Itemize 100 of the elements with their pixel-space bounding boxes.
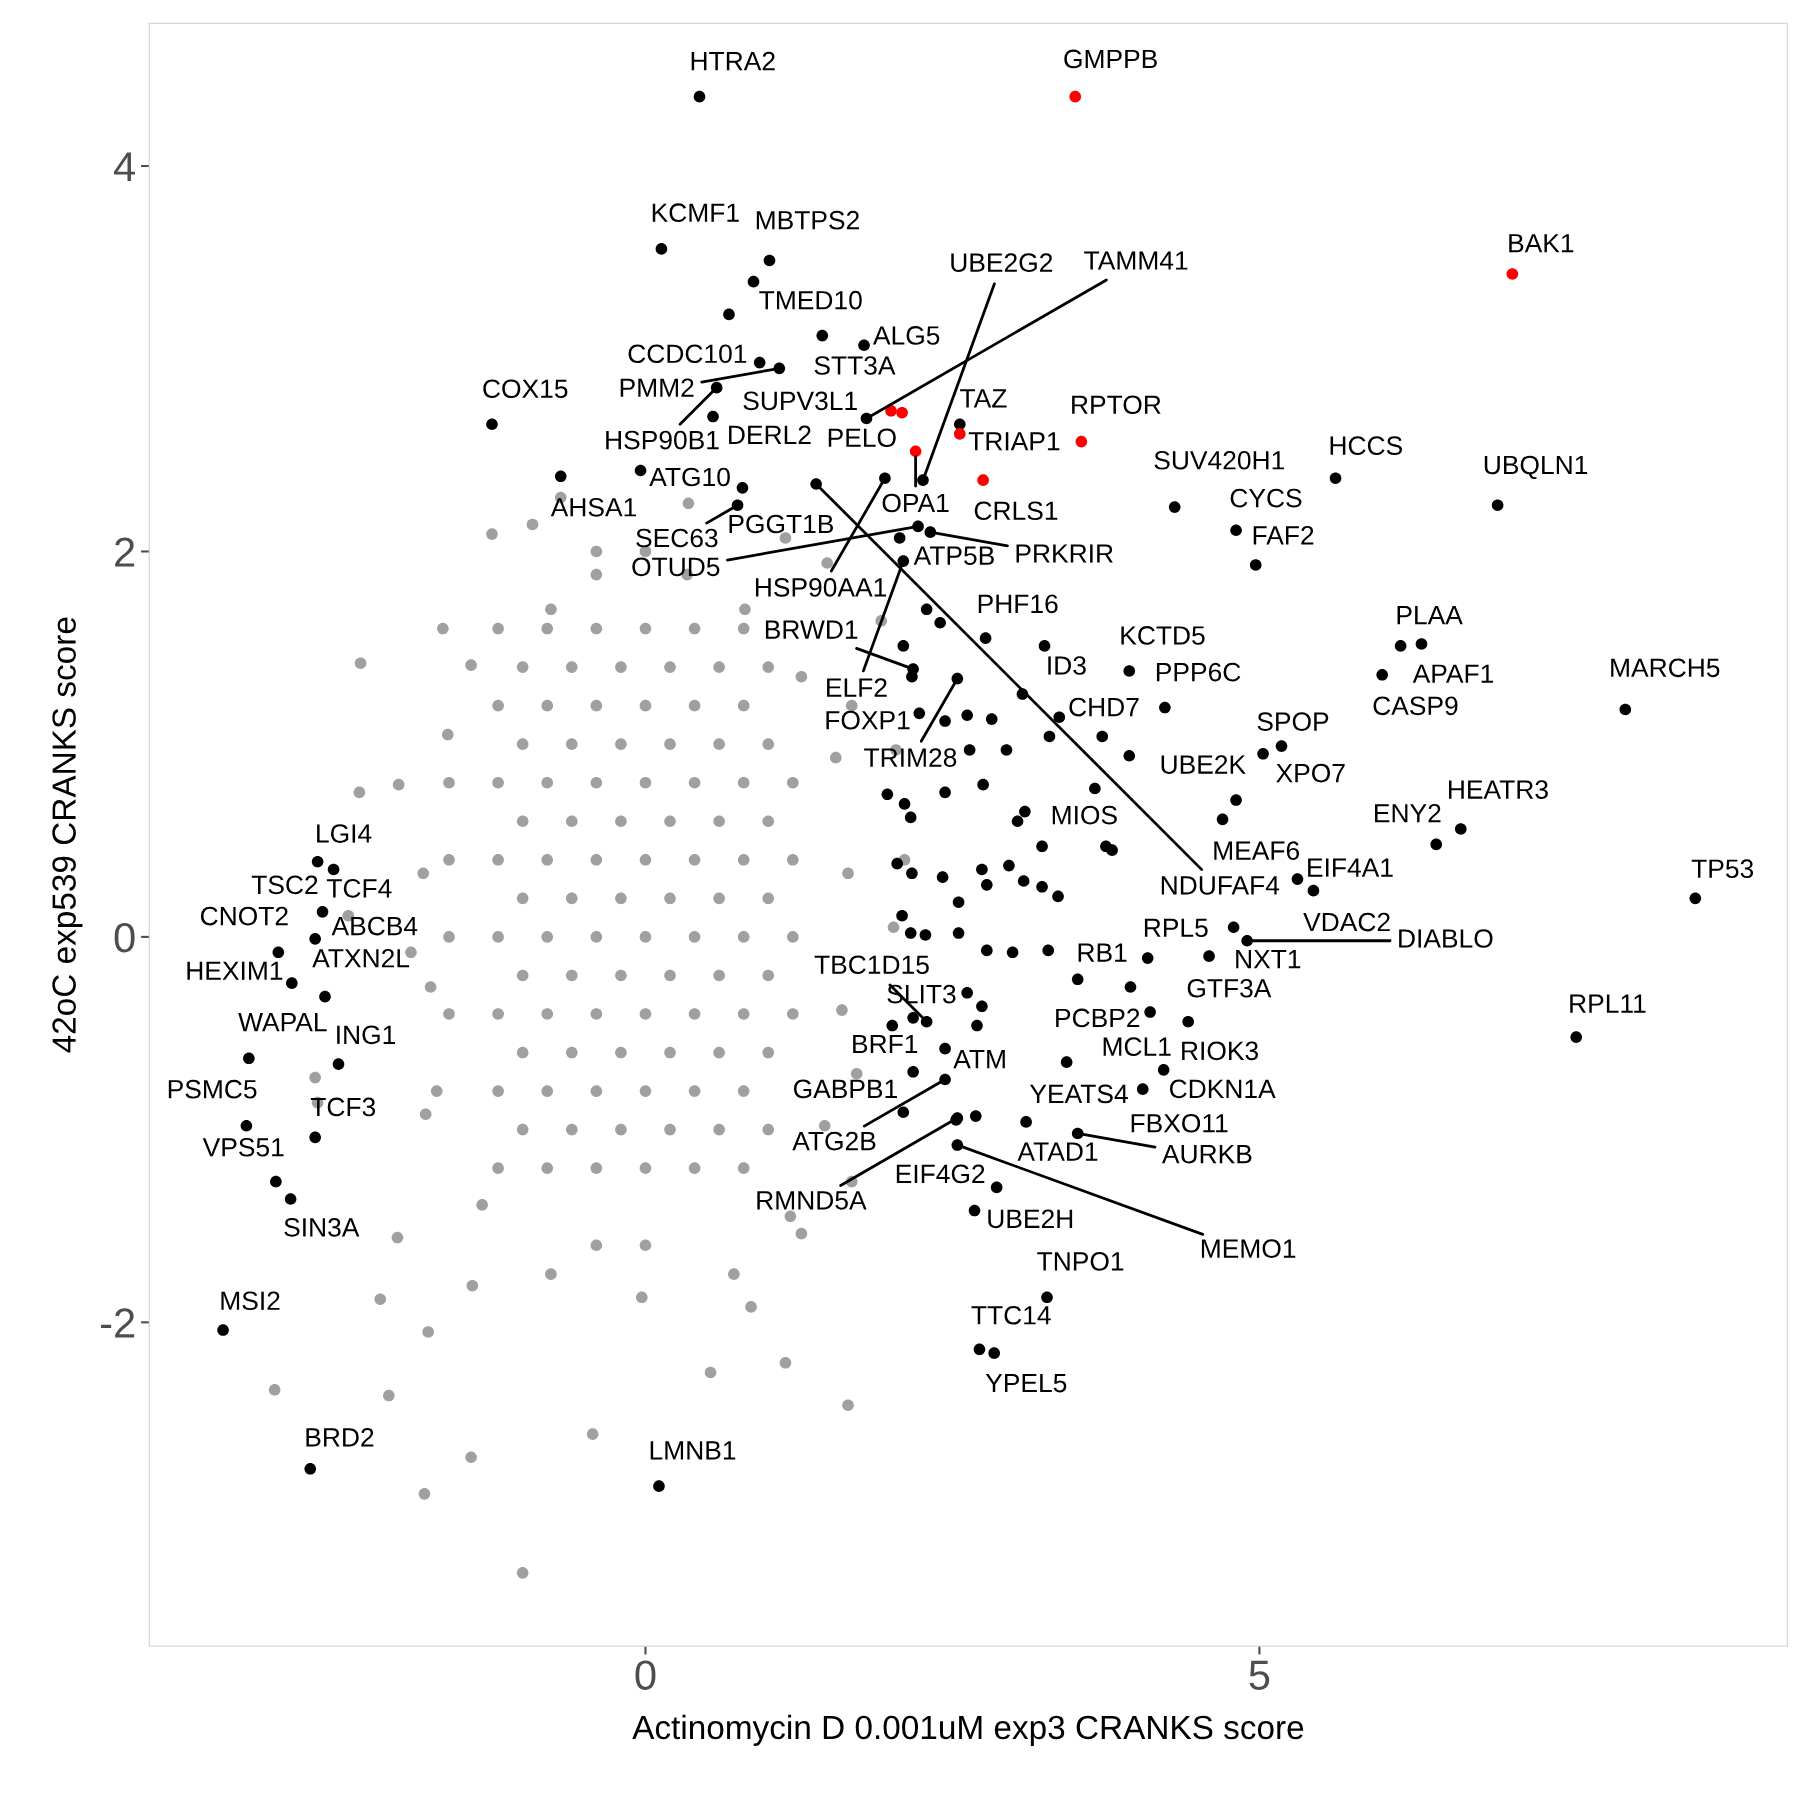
annotation: OPA1 [882, 493, 949, 513]
annotation: TNPO1 [1037, 1252, 1124, 1271]
y-tick-label: 4 [113, 152, 135, 182]
annotation: PGGT1B [729, 514, 834, 534]
annotation: MEMO1 [1201, 1239, 1296, 1258]
annotation: TTC14 [971, 1305, 1051, 1325]
annotation: RPL11 [1570, 994, 1646, 1013]
annotation: TP53 [1691, 859, 1754, 879]
annotation: BAK1 [1509, 234, 1574, 253]
annotation: ALG5 [873, 326, 940, 345]
point [953, 428, 966, 440]
annotation: HCCS [1330, 436, 1402, 456]
annotation: RIOK3 [1182, 1041, 1258, 1061]
annotation: CNOT2 [200, 906, 288, 926]
annotation: BRWD1 [765, 620, 858, 639]
annotation: APAF1 [1412, 664, 1494, 683]
annotation: TAMM41 [1084, 251, 1188, 270]
annotation: PHF16 [978, 594, 1058, 614]
annotation: RPL5 [1144, 918, 1208, 938]
annotation: ING1 [337, 1025, 396, 1045]
annotation: VPS51 [202, 1137, 284, 1157]
annotation: PPP6C [1156, 662, 1241, 682]
annotation: ATP5B [913, 546, 994, 565]
annotation: KCMF1 [652, 203, 739, 223]
annotation: MSI2 [221, 1291, 280, 1311]
annotation: CCDC101 [628, 344, 747, 364]
point [896, 406, 908, 419]
annotation: TBC1D15 [814, 955, 929, 975]
annotation: PSMC5 [168, 1079, 257, 1099]
annotation: AHSA1 [550, 497, 636, 517]
annotation: UBQLN1 [1484, 455, 1588, 480]
point [1506, 268, 1519, 280]
annotation: LMNB1 [650, 1441, 736, 1460]
annotation: UBE2G2 [951, 253, 1053, 272]
annotation: EIF4A1 [1308, 858, 1393, 877]
annotation: ID3 [1048, 656, 1086, 675]
annotation: CYCS [1230, 488, 1302, 508]
annotation: TCF4 [326, 879, 392, 898]
annotation: MCL1 [1103, 1037, 1171, 1057]
annotation: CDKN1A [1169, 1079, 1276, 1099]
annotation: UBE2K [1161, 755, 1246, 774]
annotation: VDAC2 [1303, 912, 1390, 932]
annotation: FOXP1 [826, 710, 910, 730]
annotation: TRIAP1 [968, 432, 1060, 451]
annotation: NDUFAF4 [1161, 876, 1280, 895]
y-tick-label: -2 [101, 1308, 135, 1338]
annotation: TMED10 [759, 290, 862, 310]
annotation: ATG10 [649, 467, 730, 487]
annotation: TAZ [960, 389, 1007, 408]
x-tick-label: 5 [1249, 1660, 1270, 1690]
annotation: SIN3A [284, 1218, 360, 1237]
annotation: BRF1 [853, 1034, 918, 1054]
annotation: SEC63 [636, 528, 718, 548]
annotation: HSP90B1 [606, 430, 719, 450]
annotation: GTF3A [1187, 978, 1272, 998]
annotation: CHD7 [1069, 697, 1139, 717]
annotation: MBTPS2 [756, 210, 859, 230]
point [1069, 90, 1082, 103]
annotation: FAF2 [1253, 525, 1314, 545]
annotation: ATM [953, 1050, 1005, 1069]
annotation: PCBP2 [1056, 1008, 1140, 1028]
annotation: PLAA [1397, 606, 1463, 625]
annotation: BRD2 [306, 1427, 374, 1447]
y-tick-label: 0 [114, 922, 135, 953]
annotation: MEAF6 [1214, 841, 1299, 861]
annotation: WAPAL [238, 1013, 327, 1032]
annotation: YEATS4 [1029, 1084, 1128, 1104]
point [977, 474, 989, 486]
annotation: LGI4 [317, 824, 372, 843]
annotation: ELF2 [827, 678, 887, 697]
y-axis-title: 42oC exp539 CRANKS score [52, 617, 83, 1053]
annotation: KCTD5 [1121, 626, 1205, 645]
annotation: AURKB [1161, 1145, 1252, 1164]
annotation: HTRA2 [691, 51, 775, 71]
y-tick-label: 2 [115, 537, 135, 567]
annotation: TRIM28 [864, 748, 957, 767]
annotation: ATAD1 [1017, 1142, 1098, 1161]
annotation: SUV420H1 [1154, 450, 1284, 470]
annotation: YPEL5 [985, 1373, 1067, 1393]
annotation: PMM2 [620, 378, 694, 397]
annotation: EIF4G2 [896, 1164, 985, 1184]
annotation: UBE2H [988, 1209, 1073, 1229]
annotation: STT3A [814, 356, 896, 375]
annotation: ABCB4 [331, 916, 418, 936]
point [1075, 435, 1088, 448]
annotation: SPOP [1257, 712, 1329, 731]
x-axis-title: Actinomycin D 0.001uM exp3 CRANKS score [632, 1714, 1304, 1746]
annotation: COX15 [483, 379, 568, 399]
point [909, 445, 922, 458]
annotation: MARCH5 [1611, 658, 1720, 678]
annotation: PRKRIR [1016, 544, 1113, 563]
annotation: RPTOR [1072, 395, 1161, 415]
annotation: MIOS [1052, 805, 1117, 825]
annotation: ATXN2L [312, 948, 410, 968]
annotation: ENY2 [1375, 803, 1441, 823]
annotation: XPO7 [1276, 763, 1345, 783]
annotation: NXT1 [1236, 950, 1301, 969]
annotation: TCF3 [310, 1097, 376, 1117]
annotation: ATG2B [792, 1131, 876, 1151]
annotation: OTUD5 [632, 557, 720, 577]
